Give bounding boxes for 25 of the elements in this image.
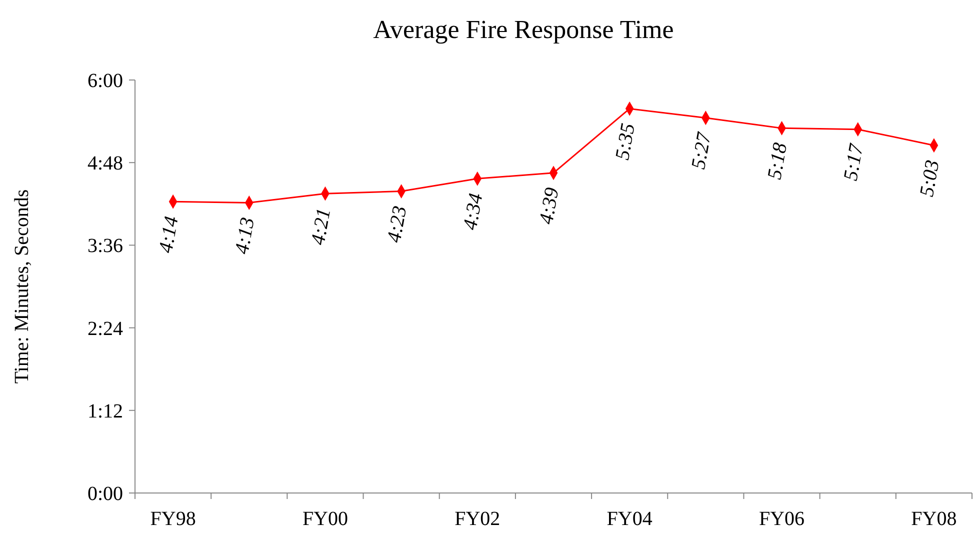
- y-tick-label: 6:00: [87, 70, 123, 92]
- chart-title: Average Fire Response Time: [373, 15, 674, 44]
- y-tick-label: 4:48: [87, 152, 123, 175]
- y-axis-title: Time: Minutes, Seconds: [11, 189, 33, 384]
- y-tick-label: 0:00: [87, 483, 123, 505]
- data-label: 5:35: [611, 122, 640, 162]
- y-tick-label: 3:36: [87, 235, 123, 258]
- data-label: 4:23: [383, 204, 412, 244]
- x-tick-label: FY02: [454, 508, 500, 530]
- x-tick-label: FY00: [302, 508, 348, 530]
- y-tick-label: 2:24: [87, 318, 123, 340]
- y-tick-label: 1:12: [87, 400, 123, 422]
- data-label: 4:14: [154, 214, 183, 255]
- data-label: 5:27: [688, 130, 716, 171]
- x-tick-label: FY04: [606, 508, 652, 530]
- x-tick-label: FY06: [758, 508, 805, 530]
- data-label: 4:39: [535, 186, 564, 226]
- x-tick-label: FY98: [150, 508, 196, 530]
- x-tick-label: FY08: [911, 508, 957, 530]
- data-label: 4:34: [459, 192, 488, 232]
- data-label: 4:21: [307, 206, 336, 247]
- data-label: 5:18: [764, 141, 792, 182]
- data-label: 5:03: [916, 158, 944, 198]
- data-label: 4:13: [231, 216, 260, 256]
- data-label: 5:17: [840, 141, 868, 182]
